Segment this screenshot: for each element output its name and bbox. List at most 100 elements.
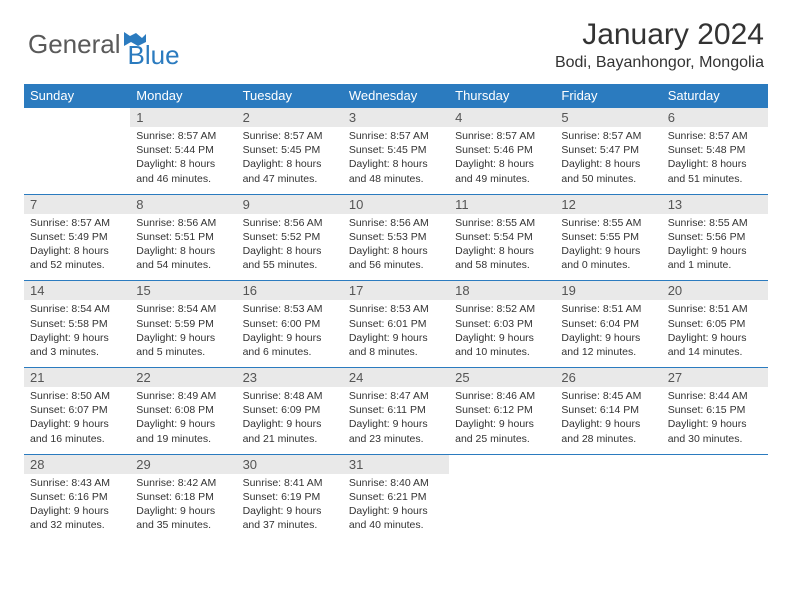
week-number-row: 28293031 — [24, 454, 768, 474]
day-number: 3 — [343, 108, 449, 128]
day-number: 15 — [130, 281, 236, 301]
sunset-text: Sunset: 6:21 PM — [349, 490, 443, 504]
daylight-text: Daylight: 8 hours and 52 minutes. — [30, 244, 124, 272]
sunrise-text: Sunrise: 8:57 AM — [30, 216, 124, 230]
day-number: 14 — [24, 281, 130, 301]
sunset-text: Sunset: 6:05 PM — [668, 317, 762, 331]
day-details: Sunrise: 8:54 AMSunset: 5:58 PMDaylight:… — [24, 300, 130, 367]
day-number: 26 — [555, 368, 661, 388]
day-number: 5 — [555, 108, 661, 128]
brand-part1: General — [28, 29, 121, 60]
day-details: Sunrise: 8:52 AMSunset: 6:03 PMDaylight:… — [449, 300, 555, 367]
week-detail-row: Sunrise: 8:57 AMSunset: 5:44 PMDaylight:… — [24, 127, 768, 194]
daylight-text: Daylight: 9 hours and 0 minutes. — [561, 244, 655, 272]
sunrise-text: Sunrise: 8:49 AM — [136, 389, 230, 403]
sunrise-text: Sunrise: 8:47 AM — [349, 389, 443, 403]
day-details — [555, 474, 661, 541]
day-details: Sunrise: 8:57 AMSunset: 5:45 PMDaylight:… — [237, 127, 343, 194]
dow-sun: Sunday — [24, 84, 130, 108]
sunset-text: Sunset: 5:44 PM — [136, 143, 230, 157]
week-detail-row: Sunrise: 8:43 AMSunset: 6:16 PMDaylight:… — [24, 474, 768, 541]
daylight-text: Daylight: 8 hours and 56 minutes. — [349, 244, 443, 272]
sunrise-text: Sunrise: 8:50 AM — [30, 389, 124, 403]
sunrise-text: Sunrise: 8:55 AM — [668, 216, 762, 230]
daylight-text: Daylight: 8 hours and 50 minutes. — [561, 157, 655, 185]
days-of-week-row: Sunday Monday Tuesday Wednesday Thursday… — [24, 84, 768, 108]
daylight-text: Daylight: 8 hours and 58 minutes. — [455, 244, 549, 272]
sunset-text: Sunset: 6:12 PM — [455, 403, 549, 417]
daylight-text: Daylight: 9 hours and 8 minutes. — [349, 331, 443, 359]
sunset-text: Sunset: 5:53 PM — [349, 230, 443, 244]
sunset-text: Sunset: 5:55 PM — [561, 230, 655, 244]
daylight-text: Daylight: 9 hours and 21 minutes. — [243, 417, 337, 445]
daylight-text: Daylight: 8 hours and 51 minutes. — [668, 157, 762, 185]
day-number — [24, 108, 130, 128]
dow-sat: Saturday — [662, 84, 768, 108]
day-details: Sunrise: 8:42 AMSunset: 6:18 PMDaylight:… — [130, 474, 236, 541]
daylight-text: Daylight: 9 hours and 25 minutes. — [455, 417, 549, 445]
day-details: Sunrise: 8:57 AMSunset: 5:48 PMDaylight:… — [662, 127, 768, 194]
week-number-row: 123456 — [24, 108, 768, 128]
sunrise-text: Sunrise: 8:42 AM — [136, 476, 230, 490]
sunrise-text: Sunrise: 8:55 AM — [561, 216, 655, 230]
day-details: Sunrise: 8:43 AMSunset: 6:16 PMDaylight:… — [24, 474, 130, 541]
day-number: 17 — [343, 281, 449, 301]
week-detail-row: Sunrise: 8:57 AMSunset: 5:49 PMDaylight:… — [24, 214, 768, 281]
daylight-text: Daylight: 9 hours and 1 minute. — [668, 244, 762, 272]
brand-part2: Blue — [128, 40, 180, 71]
location-label: Bodi, Bayanhongor, Mongolia — [555, 54, 764, 72]
day-number: 27 — [662, 368, 768, 388]
day-details: Sunrise: 8:57 AMSunset: 5:47 PMDaylight:… — [555, 127, 661, 194]
sunrise-text: Sunrise: 8:41 AM — [243, 476, 337, 490]
day-number: 30 — [237, 454, 343, 474]
week-detail-row: Sunrise: 8:54 AMSunset: 5:58 PM Daylight:… — [24, 300, 768, 367]
daylight-text: Daylight: 9 hours and 28 minutes. — [561, 417, 655, 445]
day-number: 13 — [662, 194, 768, 214]
day-number: 11 — [449, 194, 555, 214]
sunset-text: Sunset: 5:54 PM — [455, 230, 549, 244]
sunrise-text: Sunrise: 8:54 AM — [30, 302, 124, 316]
day-details: Sunrise: 8:48 AMSunset: 6:09 PMDaylight:… — [237, 387, 343, 454]
daylight-text: Daylight: 8 hours and 49 minutes. — [455, 157, 549, 185]
daylight-text: Daylight: 9 hours and 19 minutes. — [136, 417, 230, 445]
day-details: Sunrise: 8:57 AMSunset: 5:45 PMDaylight:… — [343, 127, 449, 194]
sunrise-text: Sunrise: 8:44 AM — [668, 389, 762, 403]
sunrise-text: Sunrise: 8:52 AM — [455, 302, 549, 316]
day-details: Sunrise: 8:44 AMSunset: 6:15 PMDaylight:… — [662, 387, 768, 454]
day-number: 18 — [449, 281, 555, 301]
day-details: Sunrise: 8:40 AMSunset: 6:21 PMDaylight:… — [343, 474, 449, 541]
daylight-text: Daylight: 8 hours and 47 minutes. — [243, 157, 337, 185]
day-details: Sunrise: 8:46 AMSunset: 6:12 PMDaylight:… — [449, 387, 555, 454]
day-number: 22 — [130, 368, 236, 388]
sunset-text: Sunset: 5:56 PM — [668, 230, 762, 244]
day-details: Sunrise: 8:56 AMSunset: 5:52 PMDaylight:… — [237, 214, 343, 281]
daylight-text: Daylight: 9 hours and 6 minutes. — [243, 331, 337, 359]
sunrise-text: Sunrise: 8:57 AM — [136, 129, 230, 143]
day-number: 16 — [237, 281, 343, 301]
dow-thu: Thursday — [449, 84, 555, 108]
month-title: January 2024 — [555, 18, 764, 52]
sunrise-text: Sunrise: 8:46 AM — [455, 389, 549, 403]
daylight-text: Daylight: 9 hours and 10 minutes. — [455, 331, 549, 359]
dow-tue: Tuesday — [237, 84, 343, 108]
page-header: General Blue January 2024 Bodi, Bayanhon… — [0, 0, 792, 78]
day-details: Sunrise: 8:53 AMSunset: 6:00 PMDaylight:… — [237, 300, 343, 367]
sunset-text: Sunset: 6:00 PM — [243, 317, 337, 331]
day-number: 6 — [662, 108, 768, 128]
sunset-text: Sunset: 5:58 PM — [30, 317, 124, 331]
day-number: 10 — [343, 194, 449, 214]
day-details: Sunrise: 8:55 AMSunset: 5:56 PMDaylight:… — [662, 214, 768, 281]
sunset-text: Sunset: 6:09 PM — [243, 403, 337, 417]
day-details: Sunrise: 8:55 AMSunset: 5:54 PMDaylight:… — [449, 214, 555, 281]
sunrise-text: Sunrise: 8:57 AM — [243, 129, 337, 143]
day-details: Sunrise: 8:51 AMSunset: 6:04 PMDaylight:… — [555, 300, 661, 367]
day-details: Sunrise: 8:47 AMSunset: 6:11 PMDaylight:… — [343, 387, 449, 454]
sunrise-text: Sunrise: 8:57 AM — [349, 129, 443, 143]
sunset-text: Sunset: 6:16 PM — [30, 490, 124, 504]
day-number: 20 — [662, 281, 768, 301]
day-number: 4 — [449, 108, 555, 128]
sunset-text: Sunset: 6:01 PM — [349, 317, 443, 331]
day-details: Sunrise: 8:57 AMSunset: 5:49 PMDaylight:… — [24, 214, 130, 281]
daylight-text: Daylight: 9 hours and 12 minutes. — [561, 331, 655, 359]
day-details: Sunrise: 8:54 AMSunset: 5:59 PMDaylight:… — [130, 300, 236, 367]
